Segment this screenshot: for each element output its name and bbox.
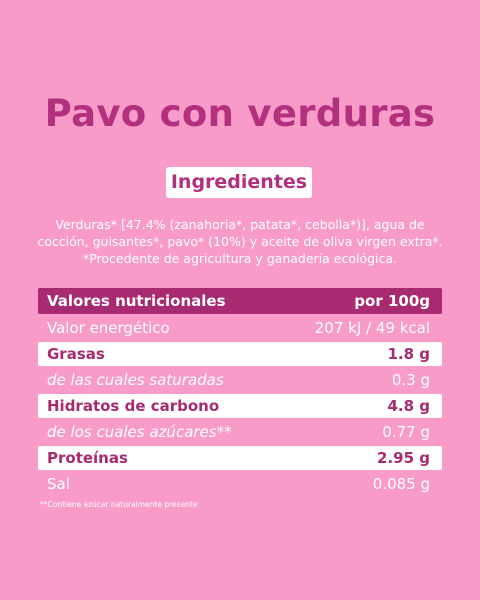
footnote: **Contiene azúcar naturalmente presente <box>40 500 198 509</box>
nutrient-name: Grasas <box>47 345 105 363</box>
nutrient-value: 2.95 g <box>377 449 430 467</box>
nutrient-name: Hidratos de carbono <box>47 397 220 415</box>
title: Pavo con verduras <box>44 92 436 135</box>
nutrient-value: 1.8 g <box>387 345 430 363</box>
nutrient-value: 207 kJ / 49 kcal <box>314 319 430 337</box>
nutrient-value: 4.8 g <box>387 397 430 415</box>
header-cell: Valores nutricionales <box>47 292 226 310</box>
nutrient-name: de los cuales azúcares** <box>47 423 232 441</box>
table-row: Proteínas 2.95 g <box>38 446 442 470</box>
table-row: Grasas 1.8 g <box>38 342 442 366</box>
ingredients-line: *Procedente de agricultura y ganadería e… <box>82 251 398 266</box>
nutrient-value: 0.085 g <box>372 475 430 493</box>
nutrient-name: Sal <box>47 475 70 493</box>
nutrient-name: Proteínas <box>47 449 128 467</box>
nutrient-value: 0.3 g <box>391 371 430 389</box>
table-row: de las cuales saturadas 0.3 g <box>38 368 442 392</box>
table-row: de los cuales azúcares** 0.77 g <box>38 420 442 444</box>
nutrient-name: Valor energético <box>47 319 170 337</box>
table-row: Hidratos de carbono 4.8 g <box>38 394 442 418</box>
nutrition-table: Valores nutricionales por 100g Valor energ… <box>38 288 442 498</box>
header-cell: por 100g <box>354 292 430 310</box>
ingredients-heading: Ingredientes <box>166 167 312 198</box>
table-header: Valores nutricionales por 100g <box>38 288 442 314</box>
ingredients-text: Verduras* [47.4% (zanahoria*, patata*, c… <box>0 216 480 267</box>
ingredients-line: Verduras* [47.4% (zanahoria*, patata*, c… <box>55 217 425 232</box>
nutrient-name: de las cuales saturadas <box>47 371 224 389</box>
table-row: Sal 0.085 g <box>38 472 442 496</box>
table-row: Valor energético 207 kJ / 49 kcal <box>38 316 442 340</box>
nutrient-value: 0.77 g <box>382 423 430 441</box>
ingredients-line: cocción, guisantes*, pavo* (10%) y aceit… <box>37 234 443 249</box>
